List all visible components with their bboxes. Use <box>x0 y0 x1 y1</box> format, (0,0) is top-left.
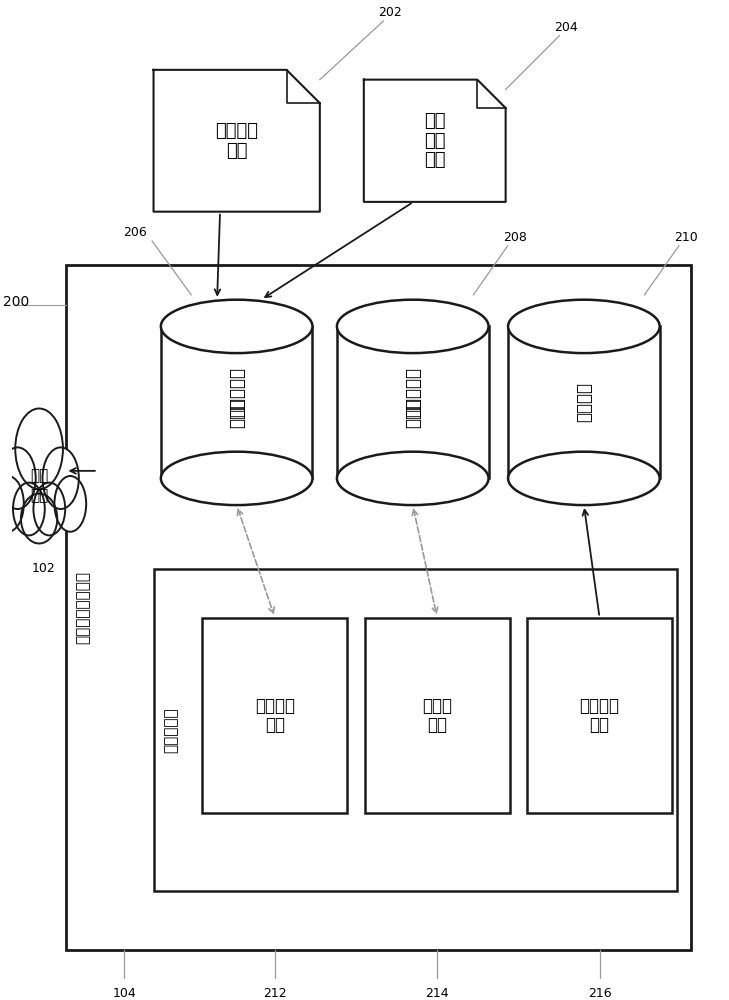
Text: 疾病风险分析平台: 疾病风险分析平台 <box>76 571 90 644</box>
Bar <box>508 326 660 478</box>
Bar <box>161 326 313 478</box>
Text: 214: 214 <box>425 987 449 1000</box>
Text: 类别: 类别 <box>424 132 445 150</box>
Text: 数据获取: 数据获取 <box>255 697 295 715</box>
Ellipse shape <box>55 476 86 532</box>
Polygon shape <box>154 70 320 212</box>
Ellipse shape <box>508 300 660 353</box>
Bar <box>337 326 488 478</box>
Ellipse shape <box>13 483 44 535</box>
Text: 206: 206 <box>123 226 147 239</box>
Ellipse shape <box>161 300 313 353</box>
Text: 交叉验证: 交叉验证 <box>580 697 620 715</box>
Ellipse shape <box>42 447 79 509</box>
Text: 降采样后的: 降采样后的 <box>404 367 422 417</box>
Text: 降采样: 降采样 <box>422 697 452 715</box>
Bar <box>527 618 672 813</box>
Ellipse shape <box>337 300 488 353</box>
Text: 模块: 模块 <box>265 716 285 734</box>
Bar <box>364 618 510 813</box>
Bar <box>154 569 677 891</box>
Text: 208: 208 <box>503 231 526 244</box>
Ellipse shape <box>0 476 24 532</box>
Text: 212: 212 <box>263 987 286 1000</box>
Text: 多数类别: 多数类别 <box>215 122 258 140</box>
Ellipse shape <box>337 452 488 505</box>
Ellipse shape <box>21 494 58 543</box>
Text: 216: 216 <box>588 987 612 1000</box>
Text: 202: 202 <box>378 6 402 19</box>
Bar <box>203 618 347 813</box>
Text: 204: 204 <box>555 21 578 34</box>
Text: 服务器系统: 服务器系统 <box>163 707 179 753</box>
Text: 102: 102 <box>32 562 56 575</box>
Ellipse shape <box>15 409 63 489</box>
Text: 200: 200 <box>4 295 30 309</box>
Text: 电子: 电子 <box>30 468 48 483</box>
Text: 数据: 数据 <box>424 151 445 169</box>
Bar <box>66 265 692 950</box>
Text: 模块: 模块 <box>427 716 447 734</box>
Text: 104: 104 <box>112 987 136 1000</box>
Text: 网络: 网络 <box>30 488 48 503</box>
Text: 模块: 模块 <box>590 716 609 734</box>
Ellipse shape <box>34 483 65 535</box>
Text: 数据集: 数据集 <box>227 398 246 428</box>
Text: 类别不平衡: 类别不平衡 <box>227 367 246 417</box>
Ellipse shape <box>0 447 36 509</box>
Text: 210: 210 <box>674 231 698 244</box>
Text: 数据: 数据 <box>226 142 247 160</box>
Polygon shape <box>364 80 506 202</box>
Text: 生存模型: 生存模型 <box>575 382 593 422</box>
Text: 数据集: 数据集 <box>404 398 422 428</box>
Text: 少数: 少数 <box>424 112 445 130</box>
Ellipse shape <box>508 452 660 505</box>
Ellipse shape <box>161 452 313 505</box>
